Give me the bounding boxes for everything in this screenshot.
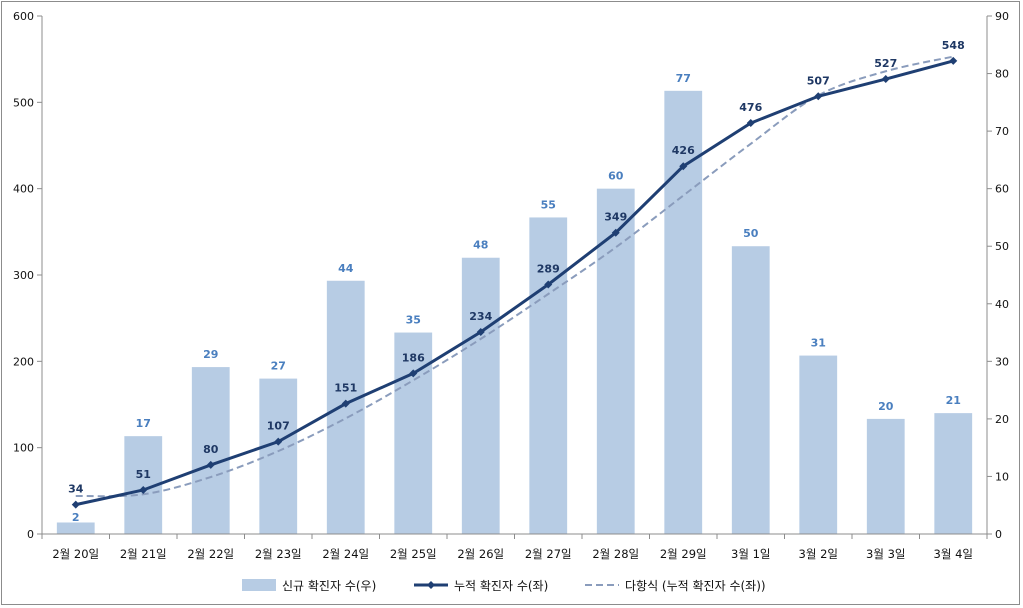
x-tick-label: 2월 21일	[120, 547, 167, 561]
left-tick-label: 600	[13, 10, 34, 23]
data-labels: 2 17 29 27 44 35 48 55 60 77 50 31 20 21 34 51 80 107 151 1…	[68, 39, 965, 524]
right-tick-label: 60	[995, 183, 1009, 196]
line-data-label: 234	[469, 310, 492, 323]
line-point-13	[881, 75, 890, 84]
right-tick-label: 30	[995, 355, 1009, 368]
x-tick-label: 2월 26일	[457, 547, 504, 561]
line-point-4	[274, 437, 283, 446]
cumulative-line	[75, 59, 954, 507]
line-point-14	[949, 56, 958, 65]
bar-4	[259, 378, 298, 534]
x-tick-label: 3월 1일	[731, 547, 770, 561]
line-point-3	[206, 460, 215, 469]
bar-data-label: 21	[946, 394, 961, 407]
right-tick-label: 10	[995, 470, 1009, 483]
line-data-label: 527	[874, 57, 897, 70]
axes: 0 100 200 300 400 500 600 0 10 20 30 40 50 60 70 80 90 2월…	[13, 10, 1009, 561]
line-point-12	[814, 92, 823, 101]
line-data-label: 186	[402, 351, 425, 364]
bar-3	[191, 367, 230, 534]
bar-7	[461, 257, 500, 534]
line-point-5	[341, 399, 350, 408]
bar-data-label: 50	[743, 227, 759, 240]
legend: 신규 확진자 수(우) 누적 확진자 수(좌) 다항식 (누적 확진자 수(좌))	[242, 579, 766, 593]
bar-data-label: 77	[676, 72, 691, 85]
line-point-6	[409, 369, 418, 378]
x-tick-label: 3월 2일	[799, 547, 838, 561]
line-series	[71, 56, 958, 509]
bar-data-label: 31	[811, 337, 826, 350]
line-point-9	[611, 228, 620, 237]
line-data-label: 51	[136, 468, 151, 481]
line-data-label: 349	[604, 211, 627, 224]
bar-14	[934, 413, 973, 534]
legend-label-bar: 신규 확진자 수(우)	[282, 579, 376, 593]
x-tick-label: 3월 3일	[866, 547, 905, 561]
left-tick-label: 0	[27, 528, 34, 541]
bar-data-label: 20	[878, 400, 894, 413]
x-tick-label: 2월 27일	[525, 547, 572, 561]
bar-data-label: 29	[203, 348, 218, 361]
bar-series	[56, 90, 973, 535]
trend-series	[75, 55, 954, 498]
bar-data-label: 2	[72, 511, 80, 524]
bar-data-label: 44	[338, 262, 354, 275]
line-data-label: 507	[807, 74, 830, 87]
right-tick-label: 90	[995, 10, 1009, 23]
x-tick-label: 2월 24일	[322, 547, 369, 561]
bar-data-label: 48	[473, 239, 488, 252]
line-point-10	[679, 162, 688, 171]
bar-data-label: 35	[406, 314, 421, 327]
x-tick-label: 2월 29일	[660, 547, 707, 561]
x-tick-label: 2월 23일	[255, 547, 302, 561]
bar-data-label: 55	[541, 198, 556, 211]
bar-data-label: 60	[608, 170, 624, 183]
left-tick-label: 500	[13, 96, 34, 109]
line-data-label: 151	[334, 382, 357, 395]
x-tick-label: 2월 28일	[592, 547, 639, 561]
left-tick-label: 300	[13, 269, 34, 282]
right-tick-label: 70	[995, 125, 1009, 138]
bar-1	[56, 522, 95, 534]
line-data-label: 80	[203, 443, 219, 456]
x-tick-label: 2월 22일	[187, 547, 234, 561]
line-point-7	[476, 327, 485, 336]
line-point-8	[544, 280, 553, 289]
legend-swatch-marker	[427, 581, 435, 589]
line-data-label: 548	[942, 39, 965, 52]
right-tick-label: 40	[995, 298, 1009, 311]
x-tick-label: 3월 4일	[934, 547, 973, 561]
right-tick-label: 20	[995, 413, 1009, 426]
legend-label-line: 누적 확진자 수(좌)	[454, 579, 548, 593]
line-point-2	[139, 485, 148, 494]
line-point-1	[71, 500, 80, 509]
line-data-label: 426	[672, 144, 695, 157]
line-point-11	[746, 119, 755, 128]
right-tick-label: 80	[995, 68, 1009, 81]
bar-8	[529, 217, 568, 534]
bar-13	[866, 418, 905, 534]
line-data-label: 476	[739, 101, 762, 114]
x-tick-label: 2월 20일	[52, 547, 99, 561]
bar-9	[596, 188, 635, 534]
line-data-label: 289	[537, 262, 560, 275]
left-tick-label: 100	[13, 442, 34, 455]
line-data-label: 107	[267, 420, 290, 433]
bar-data-label: 17	[136, 417, 151, 430]
legend-swatch-bar	[242, 579, 276, 591]
left-tick-label: 200	[13, 355, 34, 368]
bar-11	[731, 246, 770, 534]
left-tick-label: 400	[13, 183, 34, 196]
right-tick-label: 50	[995, 240, 1009, 253]
bar-data-label: 27	[271, 360, 286, 373]
bar-12	[799, 355, 838, 534]
line-data-label: 34	[68, 483, 84, 496]
trend-line	[75, 55, 954, 498]
legend-label-trend: 다항식 (누적 확진자 수(좌))	[625, 579, 766, 593]
x-tick-label: 2월 25일	[390, 547, 437, 561]
right-tick-label: 0	[995, 528, 1002, 541]
